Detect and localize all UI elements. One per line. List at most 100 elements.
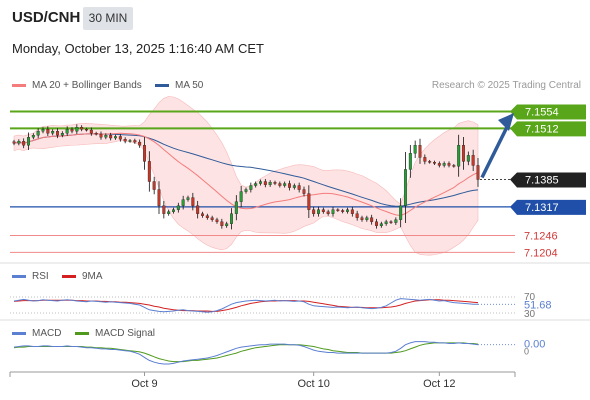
candle-body (312, 209, 316, 214)
candle-body (225, 223, 229, 226)
level-label-resistance: 7.1512 (525, 123, 559, 135)
candle-body (254, 183, 258, 186)
candle-body (36, 131, 40, 136)
rsi-line (13, 298, 479, 313)
candle-body (70, 129, 74, 132)
legend-rsi-label: RSI (32, 271, 49, 282)
candle-body (423, 157, 427, 162)
rsi-tick-70: 70 (524, 292, 536, 303)
legend-rsi: RSI (12, 271, 49, 282)
candle-body (370, 217, 374, 222)
candle-body (60, 133, 64, 136)
legend-ma50-label: MA 50 (175, 80, 204, 91)
candle-body (428, 161, 432, 163)
legend-ma50: MA 50 (155, 80, 203, 91)
candle-body (123, 139, 127, 142)
level-badge-pointer (510, 199, 517, 215)
candle-body (404, 169, 407, 206)
candle-body (365, 217, 369, 220)
candle-body (152, 181, 156, 190)
candle-body (259, 181, 262, 184)
candle-body (201, 213, 204, 216)
candle-body (244, 189, 248, 192)
legend-9ma-swatch (62, 275, 76, 278)
candle-body (447, 163, 451, 166)
candle-body (476, 165, 480, 180)
legend-9ma: 9MA (62, 271, 103, 282)
candle-body (249, 185, 253, 190)
level-badge-support (517, 199, 586, 215)
candle-body (215, 219, 219, 222)
candle-body (452, 165, 456, 167)
level-badge-resistance (517, 104, 586, 120)
candle-body (442, 163, 446, 166)
candle-body (379, 223, 383, 226)
candle-body (143, 145, 146, 162)
candle-body (89, 129, 93, 134)
candle-body (394, 219, 398, 223)
legend-macd-signal: MACD Signal (75, 328, 155, 339)
candle-body (147, 161, 151, 182)
legend-macd-signal-label: MACD Signal (95, 328, 156, 339)
chart-datetime: Monday, October 13, 2025 1:16:40 AM CET (12, 41, 264, 56)
rsi-tick-30: 30 (524, 309, 536, 320)
bollinger-band (13, 96, 479, 256)
candle-body (31, 135, 35, 138)
candle-body (220, 221, 224, 226)
candle-body (297, 185, 301, 190)
candle-body (65, 129, 69, 134)
legend-ma20: MA 20 + Bollinger Bands (12, 80, 142, 91)
candle-body (162, 205, 166, 214)
macd-signal-line (13, 342, 479, 363)
candle-body (413, 145, 417, 154)
candle-body (181, 199, 185, 206)
candle-body (75, 127, 79, 132)
candle-body (41, 129, 45, 132)
candle-body (375, 221, 378, 226)
legend-macd: MACD (12, 328, 61, 339)
candle-body (288, 183, 291, 188)
candle-body (191, 197, 195, 206)
candle-body (109, 135, 113, 139)
forecast-arrow (480, 124, 510, 179)
candle-body (317, 209, 320, 214)
level-label-current: 7.1385 (525, 175, 559, 187)
candle-body (17, 141, 21, 144)
legend-9ma-label: 9MA (82, 271, 103, 282)
candle-body (114, 136, 117, 139)
candle-body (133, 140, 137, 143)
candle-body (437, 163, 441, 166)
timeframe-button[interactable]: 30 MIN (83, 7, 133, 30)
symbol-title: USD/CNH (12, 9, 81, 26)
level-label-support: 7.1317 (525, 202, 559, 214)
candle-body (321, 209, 325, 212)
candle-body (263, 181, 267, 185)
candle-body (172, 209, 175, 212)
candle-body (471, 155, 475, 166)
candle-body (273, 182, 277, 184)
legend-macd-signal-swatch (75, 332, 89, 335)
time-axis-label: Oct 9 (131, 378, 157, 390)
candle-body (94, 133, 98, 135)
time-axis-label: Oct 10 (297, 378, 329, 390)
research-credit: Research © 2025 Trading Central (431, 80, 581, 91)
legend-ma50-swatch (155, 84, 169, 87)
candle-body (27, 137, 30, 146)
candle-body (234, 201, 238, 214)
candle-body (210, 217, 214, 220)
legend-rsi-swatch (12, 275, 26, 278)
candle-body (341, 210, 345, 212)
candle-body (283, 183, 287, 186)
candle-body (268, 182, 272, 185)
candle-body (80, 127, 84, 130)
candle-body (331, 209, 335, 214)
rsi-last-value: 51.68 (524, 299, 552, 311)
candle-body (196, 205, 200, 214)
candle-body (360, 217, 364, 220)
level-badge-pointer (510, 172, 517, 188)
level-badge-pointer (510, 121, 517, 137)
level-badge-resistance (517, 121, 586, 137)
candle-body (418, 145, 422, 158)
candle-body (239, 191, 243, 202)
